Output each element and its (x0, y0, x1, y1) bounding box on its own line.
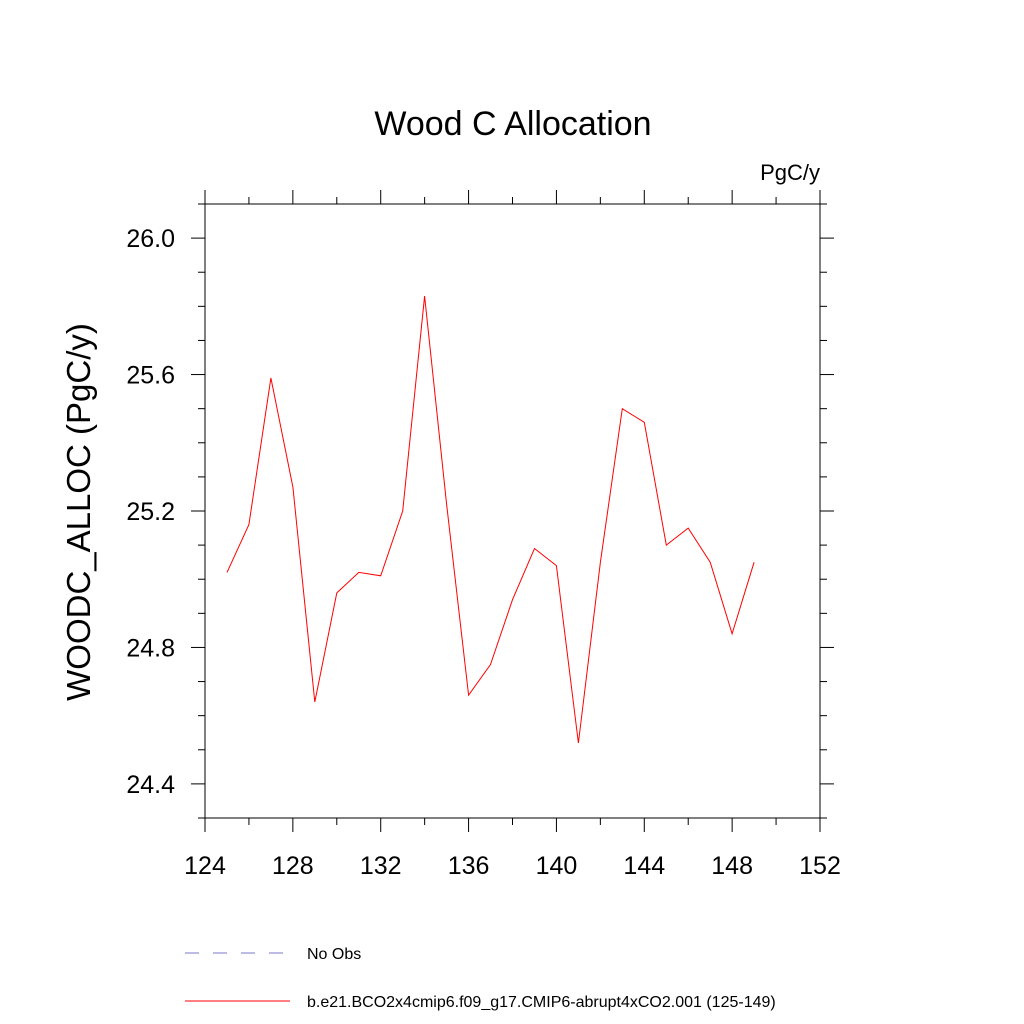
y-axis-label: WOODC_ALLOC (PgC/y) (60, 323, 97, 701)
series-line (226, 296, 755, 744)
axis-ticks (191, 190, 834, 832)
x-tick-label: 124 (184, 852, 226, 880)
x-tick-label: 148 (711, 852, 753, 880)
x-tick-labels: 124 128 132 136 140 144 148 152 (184, 852, 841, 880)
series-group (226, 296, 755, 744)
x-tick-label: 128 (272, 852, 314, 880)
x-tick-label: 140 (536, 852, 578, 880)
plot-frame (204, 203, 821, 819)
y-tick-labels: 24.4 24.8 25.2 25.6 26.0 (126, 225, 175, 799)
y-tick-label: 24.4 (126, 771, 175, 799)
chart-title: Wood C Allocation (374, 105, 651, 143)
y-tick-label: 25.6 (126, 362, 175, 390)
x-tick-label: 144 (623, 852, 665, 880)
units-label: PgC/y (760, 160, 820, 185)
x-tick-label: 136 (448, 852, 490, 880)
x-tick-label: 152 (799, 852, 841, 880)
y-tick-label: 26.0 (126, 225, 175, 253)
y-tick-label: 24.8 (126, 634, 175, 662)
y-tick-label: 25.2 (126, 498, 175, 526)
x-tick-label: 132 (360, 852, 402, 880)
legend-label-run: b.e21.BCO2x4cmip6.f09_g17.CMIP6-abrupt4x… (307, 994, 776, 1011)
legend-label-no-obs: No Obs (307, 946, 361, 963)
